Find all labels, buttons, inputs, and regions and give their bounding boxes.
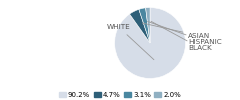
Text: BLACK: BLACK [151, 21, 212, 51]
Wedge shape [130, 9, 150, 43]
Wedge shape [115, 8, 186, 79]
Text: HISPANIC: HISPANIC [148, 21, 222, 45]
Legend: 90.2%, 4.7%, 3.1%, 2.0%: 90.2%, 4.7%, 3.1%, 2.0% [58, 91, 182, 98]
Text: WHITE: WHITE [107, 24, 154, 60]
Text: ASIAN: ASIAN [142, 23, 210, 39]
Wedge shape [146, 8, 150, 43]
Wedge shape [139, 8, 150, 43]
